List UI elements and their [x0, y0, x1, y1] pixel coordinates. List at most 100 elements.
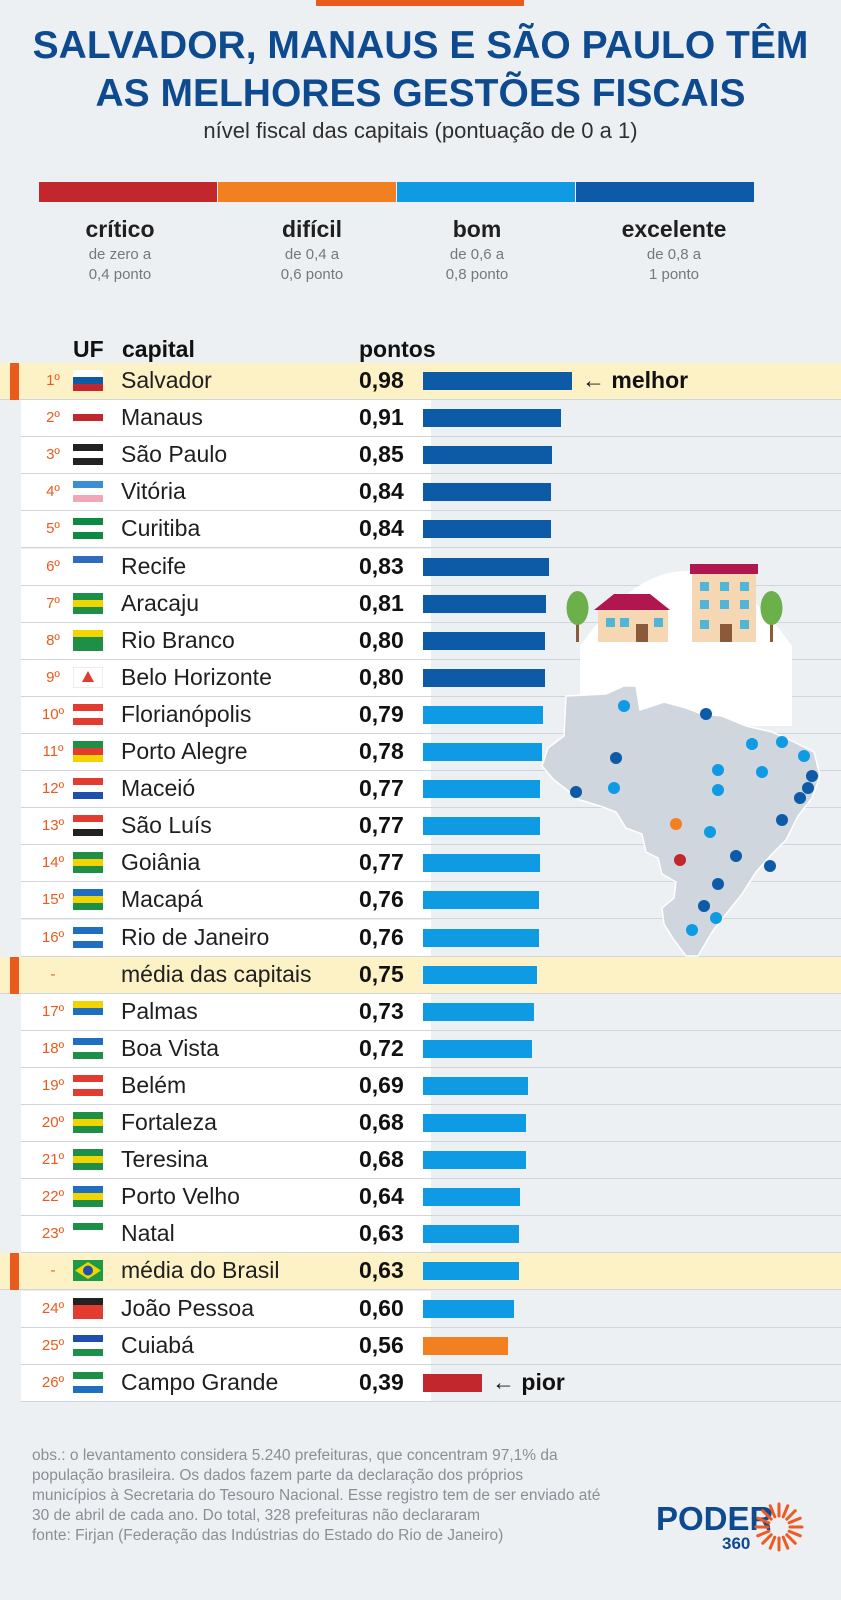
capital-name: São Paulo — [121, 441, 228, 467]
scale-segment-critico — [39, 182, 217, 202]
table-row: 9º Belo Horizonte 0,80 — [21, 660, 841, 697]
points-value: 0,84 — [359, 478, 404, 504]
points-value: 0,56 — [359, 1332, 404, 1358]
flag-br-icon — [73, 1260, 103, 1281]
score-bar — [423, 1337, 508, 1355]
rank-label: 11º — [42, 743, 64, 760]
points-value: 0,63 — [359, 1257, 404, 1283]
capital-name: Aracaju — [121, 590, 199, 616]
table-row: 19º Belém 0,69 — [21, 1068, 841, 1105]
points-value: 0,73 — [359, 998, 404, 1024]
capital-name: João Pessoa — [121, 1295, 254, 1321]
score-bar — [423, 1188, 520, 1206]
table-row: 26º Campo Grande 0,39 ← pior — [21, 1365, 841, 1402]
table-row: 14º Goiânia 0,77 — [21, 845, 841, 882]
rank-label: 10º — [41, 706, 65, 723]
brazil-map-illustration — [541, 564, 821, 957]
flag-ba-icon — [73, 370, 103, 391]
points-value: 0,81 — [359, 590, 404, 616]
title-line-2: AS MELHORES GESTÕES FISCAIS — [95, 72, 746, 115]
rank-label: 1º — [46, 372, 60, 389]
points-value: 0,63 — [359, 1220, 404, 1246]
score-bar — [423, 409, 561, 427]
score-bar — [423, 1077, 528, 1095]
table-row: 16º Rio de Janeiro 0,76 — [21, 920, 841, 957]
footnote-line-2: população brasileira. Os dados fazem par… — [32, 1467, 524, 1484]
table-row: 22º Porto Velho 0,64 — [21, 1179, 841, 1216]
flag-ma-icon — [73, 815, 103, 836]
header-points: pontos — [359, 336, 436, 362]
rank-label: 2º — [46, 409, 60, 426]
scale-segment-dificil — [218, 182, 396, 202]
title-line-1: SALVADOR, MANAUS E SÃO PAULO TÊM — [32, 24, 809, 67]
rank-label: - — [50, 966, 56, 983]
capital-name: Maceió — [121, 775, 196, 801]
scale-segment-excelente — [576, 182, 754, 202]
house-icon — [594, 594, 670, 642]
points-value: 0,98 — [359, 367, 404, 393]
scale-name: difícil — [281, 216, 343, 242]
capital-name: São Luís — [121, 812, 212, 838]
footnote-line-1: obs.: o levantamento considera 5.240 pre… — [32, 1447, 558, 1464]
logo-word: PODER — [656, 1500, 774, 1537]
top-accent-bar — [316, 0, 524, 6]
flag-pe-icon — [73, 556, 103, 577]
flag-pa-icon — [73, 1075, 103, 1096]
poder360-logo: PODER 360 — [656, 1500, 804, 1553]
scale-range-line1: de 0,6 a — [449, 246, 505, 263]
rank-label: 18º — [41, 1040, 65, 1057]
score-bar — [423, 1114, 526, 1132]
score-bar — [423, 1374, 482, 1392]
rank-label: 19º — [41, 1077, 65, 1094]
scale-range-line1: de zero a — [88, 246, 152, 263]
score-bar — [423, 854, 540, 872]
highlight-marker — [10, 363, 19, 400]
rank-label: 24º — [41, 1300, 65, 1317]
score-bar — [423, 520, 551, 538]
score-bar — [423, 595, 546, 613]
points-value: 0,76 — [359, 886, 404, 912]
scale-label-dificil: difícil de 0,4 a 0,6 ponto — [222, 216, 402, 285]
table-row: 25º Cuiabá 0,56 — [21, 1328, 841, 1365]
building-icon — [690, 564, 758, 642]
points-value: 0,68 — [359, 1109, 404, 1135]
rank-label: 9º — [46, 669, 60, 686]
score-bar — [423, 891, 539, 909]
header-capital: capital — [122, 336, 195, 362]
scale-range-line1: de 0,8 a — [646, 246, 702, 263]
scale-name: excelente — [621, 216, 727, 242]
score-bar — [423, 1151, 526, 1169]
table-row: 18º Boa Vista 0,72 — [21, 1031, 841, 1068]
score-bar — [423, 817, 540, 835]
rank-label: 15º — [41, 891, 65, 908]
table-row: - média do Brasil 0,63 — [0, 1253, 841, 1290]
flag-se-icon — [73, 593, 103, 614]
capital-name: Campo Grande — [121, 1369, 279, 1395]
points-value: 0,72 — [359, 1035, 404, 1061]
score-bar — [423, 743, 542, 761]
tree-left-icon — [566, 591, 589, 642]
rank-label: 6º — [46, 558, 60, 575]
scale-range-line1: de 0,4 a — [284, 246, 340, 263]
flag-go-icon — [73, 852, 103, 873]
scale-name: bom — [452, 216, 502, 242]
scale-range-line2: 0,8 ponto — [445, 266, 509, 283]
table-row: 21º Teresina 0,68 — [21, 1142, 841, 1179]
flag-am-icon — [73, 407, 103, 428]
capital-name: Natal — [121, 1220, 175, 1246]
flag-al-icon — [73, 778, 103, 799]
scale-range-line2: 0,6 ponto — [280, 266, 344, 283]
score-bar — [423, 706, 543, 724]
score-bar — [423, 483, 551, 501]
capital-name: Macapá — [121, 886, 203, 912]
rank-label: 12º — [41, 780, 65, 797]
table-row: 4º Vitória 0,84 — [21, 474, 841, 511]
capital-name: Salvador — [121, 367, 212, 393]
rank-label: 21º — [41, 1151, 65, 1168]
capital-name: Belém — [121, 1072, 187, 1098]
rank-label: 25º — [41, 1337, 65, 1354]
points-value: 0,77 — [359, 775, 404, 801]
score-bar — [423, 1003, 534, 1021]
rank-label: 20º — [41, 1114, 65, 1131]
table-row: 2º Manaus 0,91 — [21, 400, 841, 437]
